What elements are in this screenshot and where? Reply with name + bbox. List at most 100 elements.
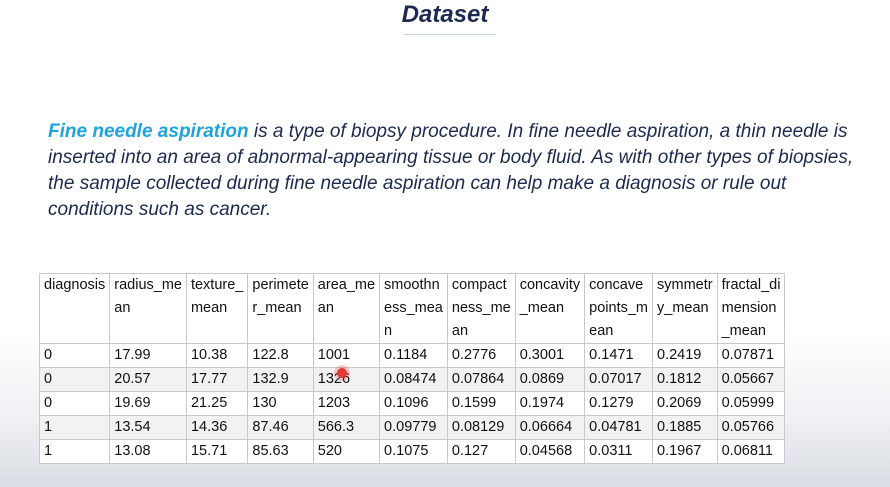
table-cell: 0.0311 [584,439,654,464]
column-header-text: ness_me [451,300,511,316]
table-cell: 15.71 [185,439,249,464]
table-cell: 0.05999 [716,391,786,416]
table-cell: 0.1885 [652,415,718,440]
table-cell: 0.0869 [514,367,586,392]
dataset-table: diagnosis radius_me an texture_ mean perimete… [38,273,786,464]
table-cell: 0.1599 [446,391,516,416]
table-cell: 0.2776 [446,343,516,368]
table-cell: 0.1967 [652,439,718,464]
column-header-text: ess_mea [384,300,443,316]
table-cell: 0.1279 [584,391,654,416]
table-cell: 0.04568 [514,439,586,464]
table-cell: 1 [38,415,111,440]
table-cell: 20.57 [109,367,187,392]
table-cell: 1203 [312,391,381,416]
intro-text: is a type of biopsy procedure. In fine n… [48,121,854,220]
table-cell: 0.07864 [446,367,516,392]
column-header: texture_mean [185,273,249,344]
table-row: 0 17.99 10.38 122.8 1001 0.1184 0.2776 0.3001 0.… [38,343,786,368]
table-cell: 0.08129 [446,415,516,440]
column-header-text: symmetr [657,277,713,293]
table-cell: 17.77 [185,367,249,392]
table-cell: 17.99 [109,343,187,368]
column-header-text: radius_me [114,277,182,293]
column-header-text: smoothn [384,277,440,293]
table-cell: 0.07017 [584,367,654,392]
column-header-text: an [114,300,131,316]
table-cell: 1 [38,439,111,464]
table-cell: 0 [38,367,111,392]
column-header-text: concavity [519,277,581,293]
table-cell: 13.08 [109,439,187,464]
table-row: 0 19.69 21.25 130 1203 0.1096 0.1599 0.1974 0.12… [38,391,786,416]
laser-pointer-icon [337,368,347,378]
table-cell: 1326 [312,367,381,392]
table-cell: 0 [38,391,111,416]
table-cell: 0.1974 [514,391,586,416]
table-cell: 0.2069 [652,391,718,416]
table-cell: 520 [312,439,381,464]
column-header-text: area_me [317,277,376,293]
table-cell: 130 [247,391,314,416]
table-cell: 0.06664 [514,415,586,440]
table-header: diagnosis radius_me an texture_ mean perimete… [38,273,786,344]
column-header: fractal_di mension _mean [716,273,786,344]
column-header-text: n [384,323,393,339]
column-header-text: ean [589,323,614,339]
table-cell: 0.08474 [379,367,448,392]
column-header-text: _mean [519,300,565,316]
column-header-text: points_m [589,300,649,316]
column-header: concavity _mean [514,273,586,344]
table-cell: 13.54 [109,415,187,440]
table-row: 0 20.57 17.77 132.9 1326 0.08474 0.07864 0.0869… [38,367,786,392]
column-header: concave points_m ean [584,273,654,344]
slide-title: Dataset [401,1,489,28]
table-row: 1 13.08 15.71 85.63 520 0.1075 0.127 0.04568 0.0… [38,439,786,464]
table-cell: 0.3001 [514,343,586,368]
intro-term: Fine needle aspiration [48,121,249,142]
table-cell: 566.3 [312,415,381,440]
column-header-text: an [317,300,334,316]
table-cell: 0.127 [446,439,516,464]
table-cell: 0.07871 [716,343,786,368]
table-cell: 19.69 [109,391,187,416]
column-header: perimete r_mean [247,273,314,344]
table-row: 1 13.54 14.36 87.46 566.3 0.09779 0.08129 0.066… [38,415,786,440]
column-header-text: diagnosis [44,277,106,293]
table-cell: 0.1075 [379,439,448,464]
column-header-text: texture_ [190,277,244,293]
table-cell: 10.38 [185,343,249,368]
column-header-text: mean [190,300,228,316]
table-header-row: diagnosis radius_me an texture_ mean perimete… [38,273,786,344]
table-cell: 0 [38,343,111,368]
table-cell: 21.25 [185,391,249,416]
table-cell: 0.04781 [584,415,654,440]
column-header-text: compact [451,277,507,293]
table-cell: 1001 [312,343,381,368]
table-cell: 0.09779 [379,415,448,440]
column-header-text: perimete [252,277,309,293]
table-cell: 132.9 [247,367,314,392]
table-cell: 0.06811 [716,439,786,464]
title-underline [404,34,496,35]
table-cell: 122.8 [247,343,314,368]
column-header-text: y_mean [657,300,709,316]
table-cell: 0.05766 [716,415,786,440]
column-header-text: mension [721,300,777,316]
table-cell: 0.2419 [652,343,718,368]
column-header: symmetr y_mean [652,273,718,344]
column-header-text: an [451,323,469,339]
table-cell: 0.1812 [652,367,718,392]
table-cell: 0.05667 [716,367,786,392]
table-cell: 14.36 [185,415,249,440]
table-body: 0 17.99 10.38 122.8 1001 0.1184 0.2776 0.3001 0.… [38,343,786,464]
table-cell: 87.46 [247,415,314,440]
intro-paragraph: Fine needle aspiration is a type of biop… [48,119,868,223]
column-header-text: r_mean [252,300,302,316]
table-cell: 0.1096 [379,391,448,416]
column-header-text: _mean [721,323,766,339]
